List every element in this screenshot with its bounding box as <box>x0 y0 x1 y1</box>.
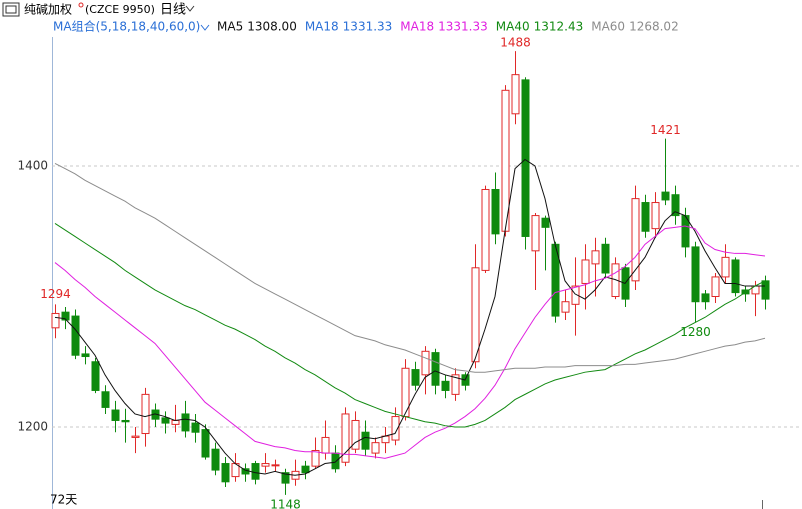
candle-body <box>331 452 340 470</box>
extreme-label: 1148 <box>270 497 301 509</box>
candle-body <box>491 188 500 235</box>
candle-body <box>91 361 100 391</box>
candle-body <box>131 435 140 438</box>
candle-body <box>361 431 370 450</box>
candle-body <box>181 413 190 432</box>
title-dot <box>78 2 84 8</box>
candle-body <box>571 285 580 305</box>
indicator-chevron[interactable] <box>200 24 210 31</box>
candle-body <box>101 391 110 408</box>
candle-body <box>211 448 220 471</box>
candle-body <box>601 243 610 274</box>
candle-body <box>271 464 280 467</box>
candle-body <box>731 259 740 294</box>
extreme-label: 1280 <box>680 325 711 339</box>
legend-value: 1331.33 <box>438 20 488 34</box>
legend-value: 1331.33 <box>343 20 393 34</box>
candle-body <box>661 191 670 201</box>
chart-title: 纯碱加权 <box>24 3 72 17</box>
candle-body <box>261 463 270 467</box>
candle-body <box>301 465 310 474</box>
candle-body <box>641 202 650 232</box>
candle-body <box>451 374 460 395</box>
candle-body <box>141 393 150 435</box>
legend-name: MA18 <box>305 20 339 34</box>
candle-body <box>251 463 260 480</box>
candle-body <box>521 79 530 237</box>
candle-body <box>71 315 80 356</box>
candle-body <box>711 276 720 297</box>
candle-body <box>51 312 60 329</box>
candle-body <box>561 301 570 313</box>
legend-name: MA5 <box>217 20 243 34</box>
candle-body <box>721 256 730 278</box>
candle-body <box>111 409 120 421</box>
candle-body <box>61 311 70 321</box>
candle-body <box>401 367 410 418</box>
chart-subtitle: (CZCE 9950) <box>85 3 155 16</box>
y-tick-label: 1400 <box>17 159 48 173</box>
candle-body <box>421 350 430 376</box>
ma-line <box>54 158 765 476</box>
candle-body <box>241 468 250 475</box>
candle-body <box>411 369 420 386</box>
candle-body <box>161 417 170 424</box>
candle-body <box>431 352 440 386</box>
period-chevron[interactable] <box>185 5 195 12</box>
candle-body <box>311 449 320 467</box>
symbol-icon[interactable] <box>2 2 20 17</box>
candle-body <box>531 215 540 252</box>
candle-body <box>541 217 550 228</box>
candle-body <box>201 429 210 458</box>
candle-body <box>171 419 180 425</box>
legend-value: 1308.00 <box>247 20 297 34</box>
candle-body <box>351 419 360 450</box>
candle-body <box>191 422 200 433</box>
candle-body <box>631 198 640 282</box>
legend-name: MA60 <box>591 20 625 34</box>
candle-body <box>221 463 230 483</box>
candle-body <box>321 436 330 454</box>
candle-body <box>81 353 90 358</box>
y-tick-label: 1200 <box>17 420 48 434</box>
candle-body <box>591 250 600 265</box>
candle-body <box>581 259 590 284</box>
ma-line <box>54 225 766 459</box>
legend-name: MA18 <box>400 20 434 34</box>
candle-body <box>691 246 700 303</box>
period-selector[interactable]: 日线 <box>160 3 186 18</box>
candle-body <box>441 380 450 391</box>
legend-value: 1312.43 <box>534 20 584 34</box>
candle-body <box>281 472 290 484</box>
range-label: 72天 <box>50 493 77 507</box>
candle-body <box>761 280 770 300</box>
candle-body <box>651 202 660 230</box>
candle-body <box>121 419 130 423</box>
candle-body <box>481 188 490 271</box>
candle-body <box>341 413 350 463</box>
ma-line <box>54 162 766 373</box>
extreme-label: 1488 <box>500 36 531 50</box>
legend-value: 1268.02 <box>629 20 679 34</box>
indicator-selector[interactable]: MA组合(5,18,18,40,60,0) <box>53 19 200 34</box>
candle-body <box>471 267 480 363</box>
candle-body <box>671 194 680 217</box>
symbol-icon-inner <box>5 5 17 14</box>
ma-line <box>54 223 766 428</box>
candle-body <box>391 416 400 441</box>
extreme-label: 1294 <box>40 287 71 301</box>
legend-name: MA40 <box>496 20 530 34</box>
extreme-label: 1421 <box>650 123 681 137</box>
candle-body <box>701 293 710 303</box>
candle-body <box>511 74 520 115</box>
candle-body <box>371 442 380 454</box>
